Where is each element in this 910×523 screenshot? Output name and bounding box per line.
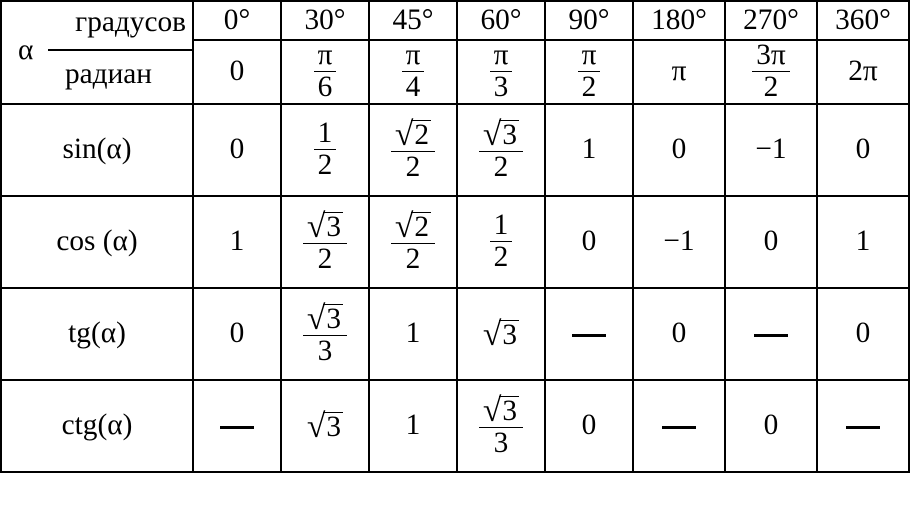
value-cell: √32 <box>281 196 369 288</box>
rad-cell: π <box>633 40 725 104</box>
rad-cell: π2 <box>545 40 633 104</box>
deg-cell: 360° <box>817 1 909 40</box>
radical: √3 <box>483 317 519 351</box>
fraction: 12 <box>314 119 337 181</box>
undefined-dash <box>220 426 254 429</box>
undefined-dash <box>662 426 696 429</box>
value-cell: 12 <box>281 104 369 196</box>
deg-cell: 45° <box>369 1 457 40</box>
fraction: √32 <box>303 209 347 275</box>
value-cell: 0 <box>633 104 725 196</box>
deg-cell: 90° <box>545 1 633 40</box>
value-cell <box>817 380 909 472</box>
value-cell: 1 <box>369 288 457 380</box>
deg-cell: 270° <box>725 1 817 40</box>
value-cell: 0 <box>817 288 909 380</box>
rad-cell: 0 <box>193 40 281 104</box>
rad-cell: π3 <box>457 40 545 104</box>
rad-cell: 3π2 <box>725 40 817 104</box>
header-alpha-cell: α градусов радиан <box>1 1 193 104</box>
deg-cell: 180° <box>633 1 725 40</box>
value-cell: √22 <box>369 104 457 196</box>
value-cell: 12 <box>457 196 545 288</box>
deg-cell: 60° <box>457 1 545 40</box>
value-cell: 0 <box>193 104 281 196</box>
rad-cell: 2π <box>817 40 909 104</box>
value-cell: √33 <box>457 380 545 472</box>
value-cell: −1 <box>633 196 725 288</box>
fraction: π3 <box>490 41 513 103</box>
fraction: 3π2 <box>752 41 789 103</box>
row-tg: tg(α) 0 √33 1 √3 0 0 <box>1 288 909 380</box>
rad-cell: π6 <box>281 40 369 104</box>
value-cell <box>545 288 633 380</box>
value-cell: 0 <box>633 288 725 380</box>
value-cell: √3 <box>281 380 369 472</box>
row-sin: sin(α) 0 12 √22 √32 1 0 −1 0 <box>1 104 909 196</box>
value-cell: 1 <box>193 196 281 288</box>
radians-heading: радиан <box>65 58 152 91</box>
fraction: π4 <box>402 41 425 103</box>
fraction: √22 <box>391 209 435 275</box>
value-cell: √22 <box>369 196 457 288</box>
value-cell: 0 <box>725 196 817 288</box>
undefined-dash <box>846 426 880 429</box>
undefined-dash <box>754 334 788 337</box>
fraction: π2 <box>578 41 601 103</box>
value-cell <box>725 288 817 380</box>
value-cell <box>633 380 725 472</box>
header-degrees-row: α градусов радиан 0° 30° 45° 60° 90° 180… <box>1 1 909 40</box>
undefined-dash <box>572 334 606 337</box>
fraction: √22 <box>391 117 435 183</box>
fraction: √32 <box>479 117 523 183</box>
trig-values-table: α градусов радиан 0° 30° 45° 60° 90° 180… <box>0 0 910 473</box>
header-divider <box>48 49 194 51</box>
value-cell: √32 <box>457 104 545 196</box>
fraction: √33 <box>479 393 523 459</box>
row-label: cos (α) <box>1 196 193 288</box>
value-cell: 1 <box>545 104 633 196</box>
deg-cell: 30° <box>281 1 369 40</box>
fraction: π6 <box>314 41 337 103</box>
value-cell: 0 <box>725 380 817 472</box>
row-cos: cos (α) 1 √32 √22 12 0 −1 0 1 <box>1 196 909 288</box>
row-label: ctg(α) <box>1 380 193 472</box>
value-cell: 0 <box>545 196 633 288</box>
value-cell: √33 <box>281 288 369 380</box>
alpha-symbol: α <box>18 34 33 67</box>
row-ctg: ctg(α) √3 1 √33 0 0 <box>1 380 909 472</box>
rad-cell: π4 <box>369 40 457 104</box>
value-cell: 1 <box>817 196 909 288</box>
value-cell: √3 <box>457 288 545 380</box>
radical: √3 <box>307 409 343 443</box>
row-label: tg(α) <box>1 288 193 380</box>
deg-cell: 0° <box>193 1 281 40</box>
value-cell <box>193 380 281 472</box>
degrees-heading: градусов <box>75 6 186 39</box>
value-cell: 0 <box>817 104 909 196</box>
value-cell: 0 <box>193 288 281 380</box>
row-label: sin(α) <box>1 104 193 196</box>
value-cell: −1 <box>725 104 817 196</box>
fraction: √33 <box>303 301 347 367</box>
value-cell: 0 <box>545 380 633 472</box>
fraction: 12 <box>490 211 513 273</box>
value-cell: 1 <box>369 380 457 472</box>
